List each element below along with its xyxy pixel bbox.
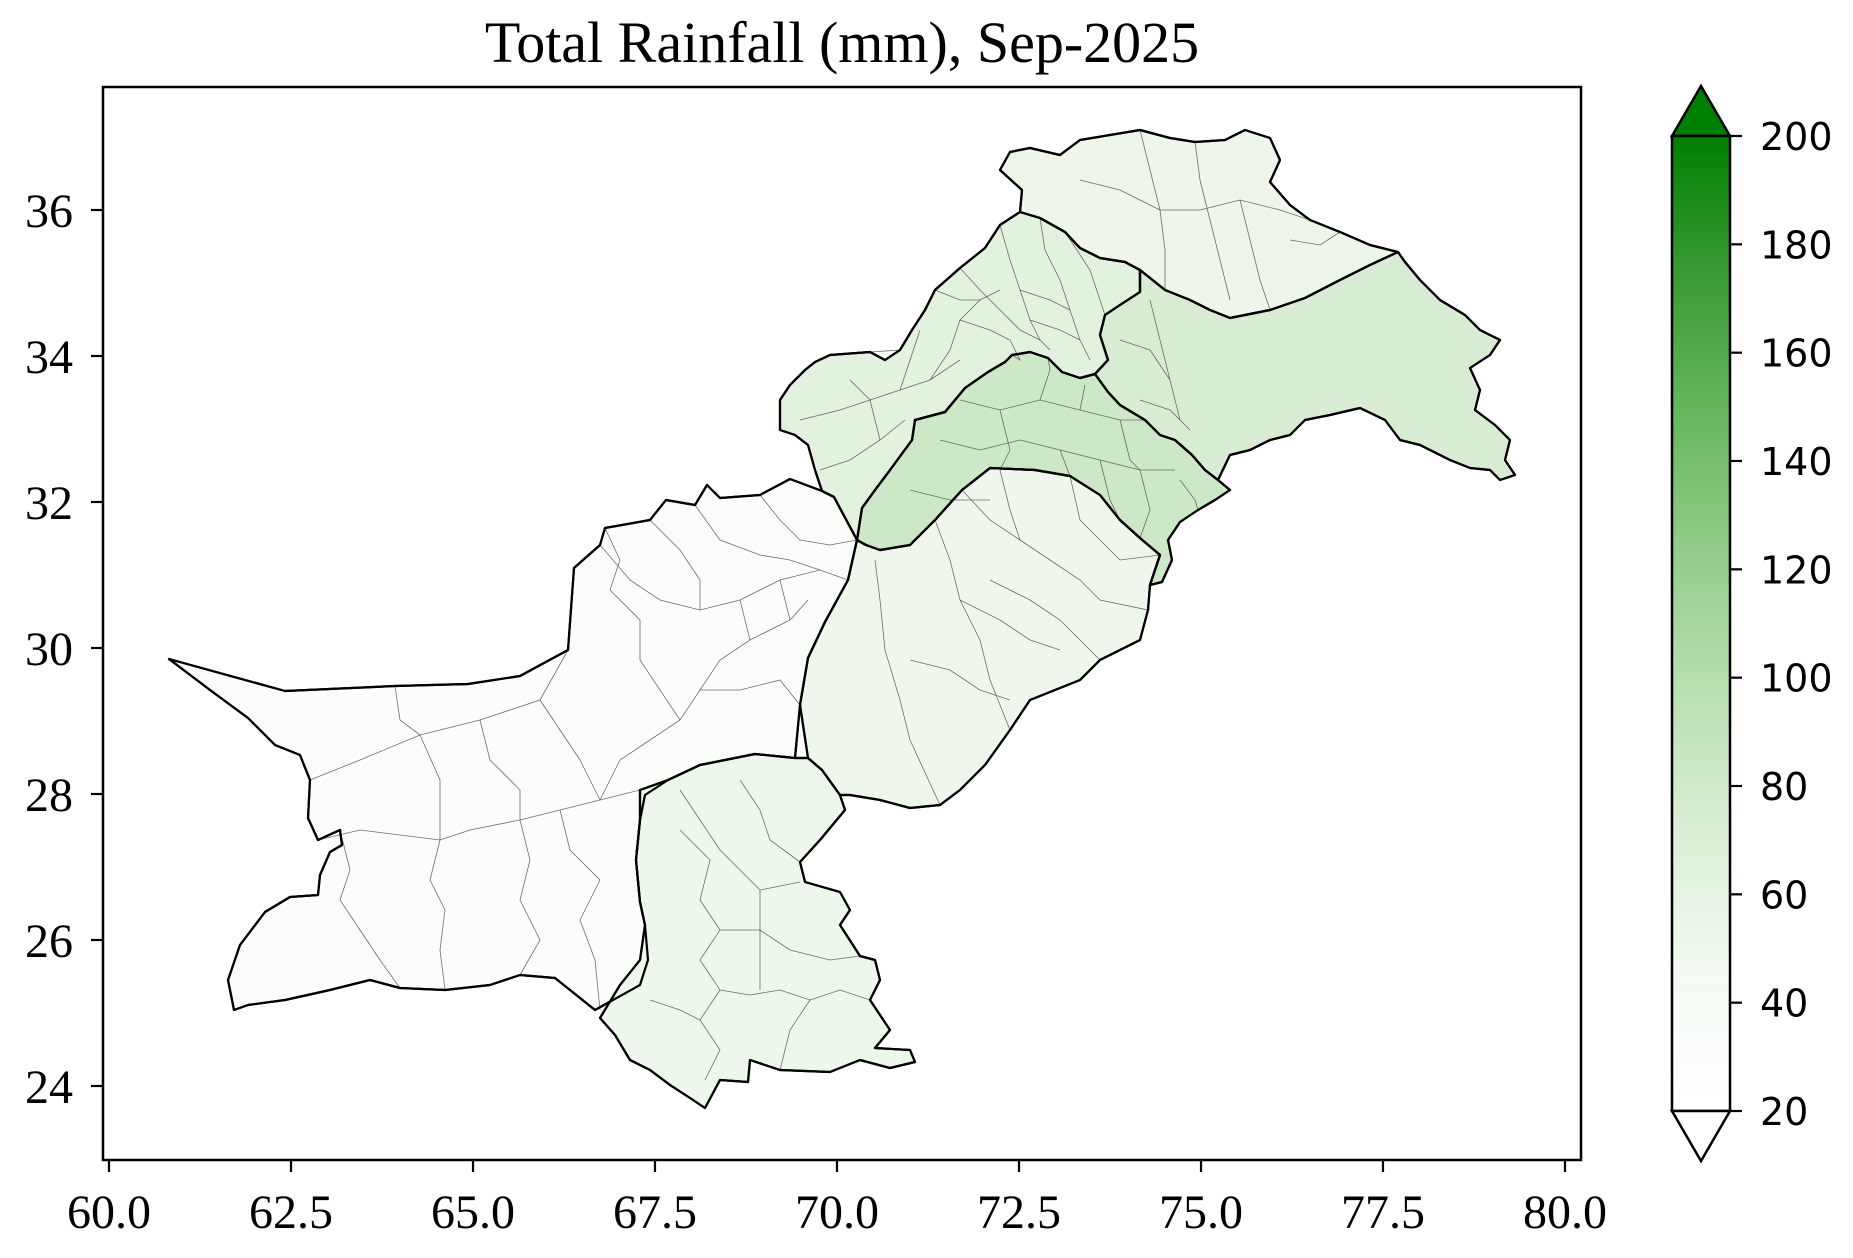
colorbar-tick-label: 20	[1760, 1090, 1808, 1134]
y-tick-label: 36	[25, 185, 73, 238]
colorbar-tick-label: 140	[1760, 440, 1833, 484]
colorbar-tick-label: 100	[1760, 657, 1833, 701]
x-axis: 60.0 62.5 65.0 67.5 70.0 72.5 75.0 77.5 80.0	[67, 1160, 1607, 1239]
x-tick-label: 60.0	[67, 1186, 151, 1239]
colorbar-tick-label: 180	[1760, 223, 1833, 267]
y-tick-label: 24	[25, 1061, 73, 1114]
y-tick-label: 32	[25, 477, 73, 530]
x-tick-label: 67.5	[613, 1186, 697, 1239]
colorbar-tick-label: 120	[1760, 548, 1833, 592]
x-tick-label: 75.0	[1159, 1186, 1243, 1239]
colorbar-top-arrow	[1669, 83, 1733, 138]
region-gilgit-baltistan-outline	[998, 128, 1400, 320]
y-tick-label: 28	[25, 769, 73, 822]
y-tick-label: 30	[25, 623, 73, 676]
x-tick-label: 62.5	[249, 1186, 333, 1239]
region-kashmir-outline	[1093, 250, 1517, 482]
x-tick-label: 77.5	[1341, 1186, 1425, 1239]
x-tick-label: 80.0	[1523, 1186, 1607, 1239]
colorbar-bottom-arrow	[1669, 1109, 1733, 1164]
colorbar-tick-label: 80	[1760, 765, 1808, 809]
region-kpk-outline	[778, 210, 1142, 542]
region-sindh-outline	[598, 752, 917, 1110]
colorbar-tick-label: 200	[1760, 115, 1833, 159]
colorbar-bar	[1670, 134, 1732, 1113]
district-boundaries	[309, 129, 1341, 1081]
colorbar-ticks: 200 180 160 140 120 100 80 60 40 20	[1730, 115, 1833, 1134]
x-tick-label: 65.0	[431, 1186, 515, 1239]
x-tick-label: 70.0	[795, 1186, 879, 1239]
y-axis: 36 34 32 30 28 26 24	[25, 185, 103, 1114]
pakistan-map	[167, 128, 1517, 1110]
y-tick-label: 26	[25, 915, 73, 968]
colorbar-tick-label: 40	[1760, 982, 1808, 1026]
colorbar: 200 180 160 140 120 100 80 60 40 20	[1669, 83, 1833, 1164]
y-tick-label: 34	[25, 331, 73, 384]
x-tick-label: 72.5	[977, 1186, 1061, 1239]
map-title: Total Rainfall (mm), Sep-2025	[485, 10, 1199, 75]
colorbar-tick-label: 160	[1760, 332, 1833, 376]
colorbar-tick-label: 60	[1760, 873, 1808, 917]
